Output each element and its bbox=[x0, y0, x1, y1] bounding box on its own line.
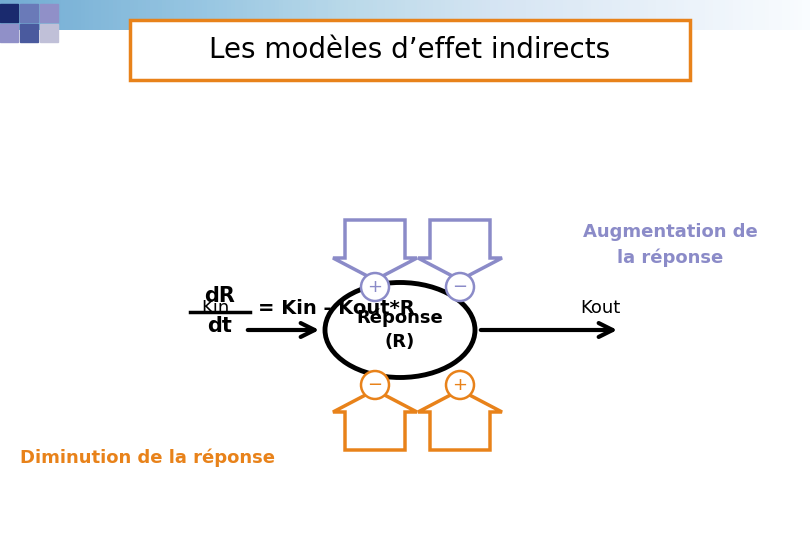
Circle shape bbox=[446, 371, 474, 399]
Text: Augmentation de
la réponse: Augmentation de la réponse bbox=[582, 223, 757, 267]
Bar bbox=[20, 4, 38, 22]
Polygon shape bbox=[333, 390, 417, 450]
Circle shape bbox=[446, 273, 474, 301]
Circle shape bbox=[361, 371, 389, 399]
Bar bbox=[0, 24, 18, 42]
Text: −: − bbox=[453, 278, 467, 296]
Text: −: − bbox=[368, 376, 382, 394]
Bar bbox=[20, 24, 38, 42]
Text: Les modèles d’effet indirects: Les modèles d’effet indirects bbox=[210, 36, 611, 64]
Text: dt: dt bbox=[207, 316, 232, 336]
Text: = Kin - Kout*R: = Kin - Kout*R bbox=[258, 299, 415, 318]
Ellipse shape bbox=[325, 282, 475, 377]
Bar bbox=[0, 4, 18, 22]
Bar bbox=[40, 4, 58, 22]
Text: (R): (R) bbox=[385, 333, 415, 351]
FancyBboxPatch shape bbox=[130, 20, 690, 80]
Polygon shape bbox=[418, 390, 502, 450]
Bar bbox=[40, 24, 58, 42]
Text: Kin: Kin bbox=[201, 299, 229, 317]
Text: +: + bbox=[368, 278, 382, 296]
Text: Diminution de la réponse: Diminution de la réponse bbox=[20, 449, 275, 467]
Circle shape bbox=[361, 273, 389, 301]
Polygon shape bbox=[418, 220, 502, 280]
Text: Réponse: Réponse bbox=[356, 309, 443, 327]
Text: dR: dR bbox=[205, 286, 236, 306]
Text: Kout: Kout bbox=[580, 299, 620, 317]
Text: +: + bbox=[453, 376, 467, 394]
Polygon shape bbox=[333, 220, 417, 280]
